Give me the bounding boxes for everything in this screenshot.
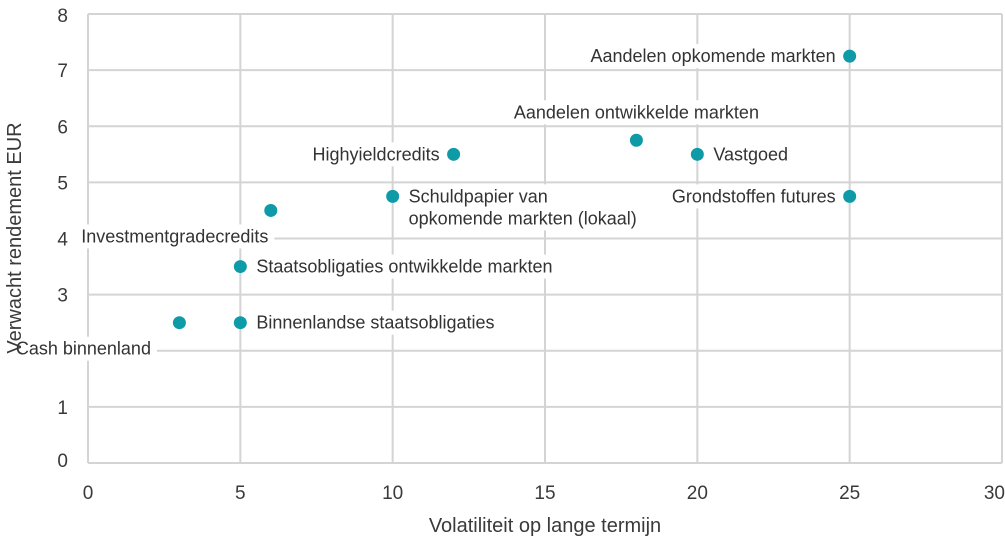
point-label-text: Vastgoed xyxy=(713,144,788,164)
x-tick-label: 15 xyxy=(534,483,555,504)
point-label-text: Aandelen ontwikkelde markten xyxy=(514,102,759,122)
x-axis-label: Volatiliteit op lange termijn xyxy=(429,515,661,537)
x-tick-label: 25 xyxy=(839,483,860,504)
point-label-background xyxy=(665,184,842,209)
point-label: Highyieldcredits xyxy=(306,142,446,167)
point-label-background xyxy=(306,142,446,167)
data-point xyxy=(386,189,400,203)
y-tick-label: 4 xyxy=(57,230,68,251)
data-point xyxy=(172,316,186,330)
data-point xyxy=(690,147,704,161)
data-point xyxy=(843,189,857,203)
point-label: Cash binnenland xyxy=(9,336,157,361)
point-label-background xyxy=(584,44,842,69)
y-tick-labels: 012345678 xyxy=(57,6,68,472)
data-point xyxy=(233,260,247,274)
point-label-background xyxy=(507,100,765,125)
point-label-background xyxy=(250,254,559,279)
x-tick-label: 30 xyxy=(984,483,1005,504)
point-label: Aandelen ontwikkelde markten xyxy=(507,100,765,125)
y-tick-label: 8 xyxy=(57,6,68,27)
point-label-background xyxy=(402,184,643,231)
point-label: Investmentgradecredits xyxy=(75,224,275,249)
data-point xyxy=(629,133,643,147)
y-axis-label: Verwacht rendement EUR xyxy=(4,122,26,353)
x-tick-label: 5 xyxy=(235,483,246,504)
point-label-background xyxy=(9,336,157,361)
point-label: Aandelen opkomende markten xyxy=(584,44,842,69)
point-label-text: Cash binnenland xyxy=(16,339,151,359)
point-label-line: Schuldpapier van xyxy=(409,186,548,206)
data-point xyxy=(843,49,857,63)
point-label: Binnenlandse staatsobligaties xyxy=(250,310,501,335)
point-label-text: Investmentgradecredits xyxy=(81,226,268,246)
x-tick-label: 20 xyxy=(687,483,708,504)
data-points xyxy=(172,49,857,330)
point-labels: Cash binnenland Binnenlandse staatsobliga… xyxy=(9,44,842,361)
y-tick-label: 3 xyxy=(57,286,68,307)
point-label: Schuldpapier van opkomende markten (lokaa… xyxy=(402,184,643,231)
point-label-line: opkomende markten (lokaal) xyxy=(409,208,637,228)
point-label-text: Aandelen opkomende markten xyxy=(590,46,835,66)
y-tick-label: 5 xyxy=(57,173,68,194)
x-tick-label: 0 xyxy=(83,483,94,504)
point-label-background xyxy=(75,224,275,249)
data-point xyxy=(233,316,247,330)
x-tick-label: 10 xyxy=(382,483,403,504)
point-label: Staatsobligaties ontwikkelde markten xyxy=(250,254,559,279)
data-point xyxy=(264,203,278,217)
point-label-background xyxy=(707,142,795,167)
point-label-text: Highyieldcredits xyxy=(313,144,440,164)
x-tick-labels: 0 5 10 15 20 25 30 xyxy=(83,483,1005,504)
y-tick-label: 7 xyxy=(57,61,68,82)
y-tick-label: 1 xyxy=(57,398,68,419)
y-tick-label: 6 xyxy=(57,117,68,138)
point-label-text: Grondstoffen futures xyxy=(672,186,836,206)
point-label-text: Staatsobligaties ontwikkelde markten xyxy=(256,257,552,277)
point-label-background xyxy=(250,310,501,335)
point-label-text: Schuldpapier van opkomende markten (lokaa… xyxy=(409,186,637,228)
y-tick-label: 0 xyxy=(57,451,68,472)
point-label-text: Binnenlandse staatsobligaties xyxy=(256,313,494,333)
data-point xyxy=(447,147,461,161)
point-label: Vastgoed xyxy=(707,142,795,167)
point-label: Grondstoffen futures xyxy=(665,184,842,209)
